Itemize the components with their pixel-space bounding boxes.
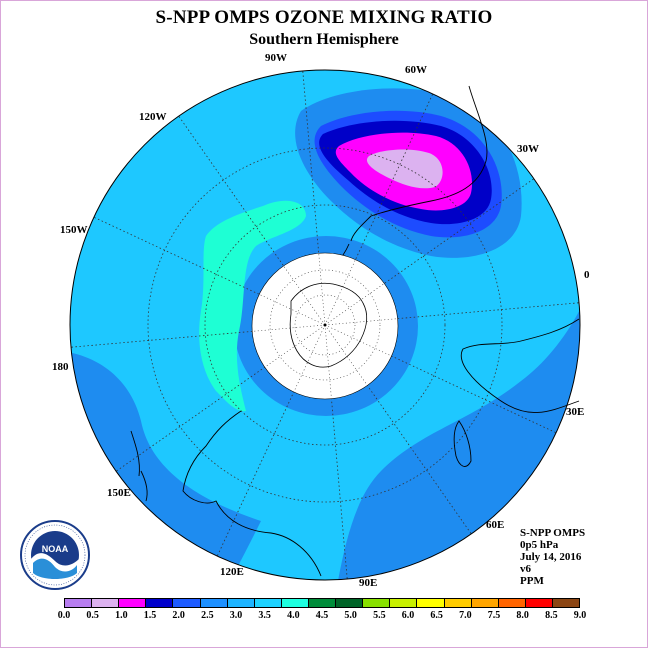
colorbar-swatch	[552, 599, 580, 607]
colorbar-tick-label: 6.5	[430, 610, 443, 621]
inner-latitude-circle	[294, 294, 356, 356]
colorbar-tick-label: 5.5	[373, 610, 386, 621]
svg-text:NOAA: NOAA	[42, 544, 69, 554]
africa-coast	[461, 318, 580, 413]
info-level: 0p5 hPa	[520, 539, 559, 551]
latitude-circle	[147, 147, 503, 503]
colorbar-tick-label: 6.0	[401, 610, 415, 621]
colorbar-ticks: 0.0 0.5 1.0 1.5 2.0 2.5 3.0 3.5 4.0 4.5 5.0 5.5 6.0 6…	[58, 610, 587, 624]
south-america-coast	[350, 85, 488, 242]
lon-label-180: 180	[52, 361, 69, 373]
lon-label-30w: 30W	[517, 143, 539, 155]
colorbar-swatch	[65, 599, 93, 607]
colorbar-tick-label: 4.0	[287, 610, 300, 621]
lon-label-150w: 150W	[60, 224, 88, 236]
lon-label-90w: 90W	[265, 52, 287, 64]
lon-label-0: 0	[584, 269, 590, 281]
lon-label-90e: 90E	[359, 577, 378, 589]
info-date: July 14, 2016	[520, 551, 582, 563]
latitude-circle	[204, 204, 446, 446]
colorbar-tick-label: 7.0	[459, 610, 472, 621]
colorbar-tick-label: 1.5	[143, 610, 157, 621]
colorbar-swatch	[336, 599, 364, 607]
colorbar-tick-label: 0.5	[86, 610, 99, 621]
inner-meridian-line	[324, 318, 397, 326]
inner-meridian-line	[324, 324, 391, 356]
colorbar-swatch	[281, 599, 309, 607]
colorbar	[64, 598, 580, 608]
info-block: S-NPP OMPS 0p5 hPa July 14, 2016 v6 PPM	[520, 527, 585, 587]
colorbar-tick-label: 9.0	[573, 610, 587, 621]
lon-label-120w: 120W	[139, 111, 167, 123]
colorbar-swatch	[227, 599, 255, 607]
colorbar-swatch	[254, 599, 282, 607]
colorbar-tick-label: 8.0	[516, 610, 529, 621]
antarctica-outline	[289, 282, 367, 368]
lon-label-60e: 60E	[486, 519, 505, 531]
colorbar-swatch	[417, 599, 445, 607]
colorbar-swatch	[146, 599, 174, 607]
inner-meridian-line	[259, 294, 326, 326]
colorbar-swatch	[363, 599, 391, 607]
inner-latitude-circle	[269, 269, 381, 381]
inner-meridian-line	[318, 253, 326, 326]
new-zealand-coast	[130, 430, 148, 502]
colorbar-tick-label: 3.0	[229, 610, 243, 621]
colorbar-tick-label: 2.0	[172, 610, 185, 621]
inner-meridian-line	[324, 283, 385, 326]
colorbar-swatch	[498, 599, 526, 607]
page-subtitle: Southern Hemisphere	[249, 31, 399, 48]
colorbar-swatch	[92, 599, 120, 607]
colorbar-tick-label: 0.0	[57, 610, 71, 621]
lon-label-150e: 150E	[107, 487, 131, 499]
lon-label-30e: 30E	[566, 406, 585, 418]
inner-meridian-line	[324, 324, 367, 385]
colorbar-tick-label: 3.5	[258, 610, 271, 621]
australia-coast	[182, 410, 322, 577]
inner-meridian-line	[283, 265, 326, 326]
colorbar-swatch	[471, 599, 499, 607]
info-version: v6	[520, 563, 531, 575]
colorbar-swatch	[390, 599, 418, 607]
noaa-logo-icon: NOAA	[20, 520, 90, 590]
colorbar-tick-label: 7.5	[487, 610, 501, 621]
inner-meridian-line	[324, 324, 332, 397]
page-title: S-NPP OMPS OZONE MIXING RATIO	[155, 7, 493, 28]
info-instrument: S-NPP OMPS	[520, 527, 586, 539]
colorbar-swatch	[119, 599, 147, 607]
colorbar-tick-label: 2.5	[201, 610, 214, 621]
colorbar-tick-label: 4.5	[315, 610, 329, 621]
madagascar	[453, 420, 472, 467]
map-disk-border	[69, 69, 581, 581]
lon-label-120e: 120E	[220, 566, 244, 578]
colorbar-tick-label: 5.0	[344, 610, 357, 621]
inner-grid	[253, 253, 397, 397]
colorbar-tick-label: 1.0	[115, 610, 128, 621]
colorbar-swatch	[200, 599, 228, 607]
ozone-field-3.5-4	[199, 200, 306, 412]
colorbar-swatch	[308, 599, 337, 607]
inner-meridian-line	[324, 259, 356, 326]
south-pole-dot	[323, 323, 327, 327]
colorbar-swatch	[444, 599, 472, 607]
inner-meridian-line	[253, 324, 326, 332]
inner-meridian-line	[294, 324, 326, 391]
colorbar-swatch	[173, 599, 201, 607]
lon-label-60w: 60W	[405, 64, 427, 76]
inner-meridian-line	[265, 324, 326, 367]
colorbar-swatch	[525, 599, 553, 607]
colorbar-tick-label: 8.5	[545, 610, 558, 621]
info-units: PPM	[520, 575, 544, 587]
